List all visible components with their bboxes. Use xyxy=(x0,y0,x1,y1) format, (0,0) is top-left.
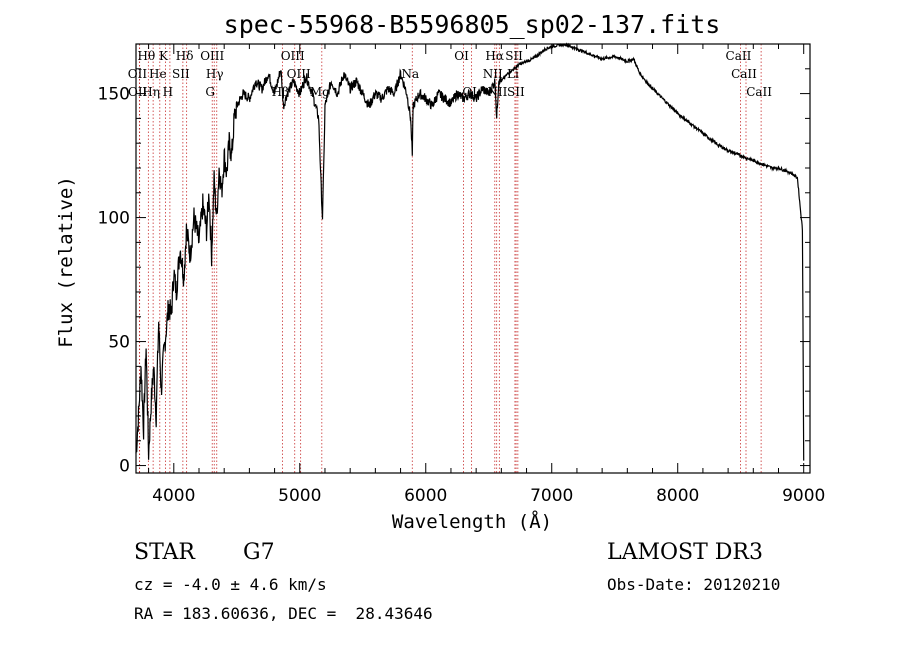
line-label: OI xyxy=(454,49,469,63)
line-label: CaII xyxy=(726,49,752,63)
line-label: NII xyxy=(483,67,503,81)
x-tick-label: 6000 xyxy=(404,486,447,506)
x-tick-label: 4000 xyxy=(152,486,195,506)
line-label: H xyxy=(163,85,173,99)
line-label: Li xyxy=(507,67,519,81)
line-label: CaII xyxy=(746,85,772,99)
line-label: OII xyxy=(128,85,148,99)
line-label: Na xyxy=(401,67,419,81)
line-label: OIII xyxy=(281,49,305,63)
velocity-readout: cz = -4.0 ± 4.6 km/s xyxy=(134,575,327,594)
line-label: SII xyxy=(507,85,525,99)
survey-name: LAMOST DR3 xyxy=(607,540,763,565)
x-tick-label: 5000 xyxy=(278,486,321,506)
y-axis-label: Flux (relative) xyxy=(55,176,77,348)
line-label: SII xyxy=(505,49,523,63)
object-class: STAR xyxy=(134,540,195,565)
line-label: OII xyxy=(128,67,148,81)
spectrum-line xyxy=(135,42,805,461)
x-tick-label: 8000 xyxy=(656,486,699,506)
x-axis: 4000 5000 6000 7000 8000 9000 xyxy=(148,44,825,506)
line-label: Hη xyxy=(142,85,160,99)
line-label: OIII xyxy=(200,49,224,63)
y-tick-label: 50 xyxy=(108,333,130,353)
object-subclass: G7 xyxy=(243,540,275,565)
line-label: SII xyxy=(172,67,190,81)
y-tick-label: 100 xyxy=(98,209,130,229)
plot-frame xyxy=(135,43,811,474)
line-label: CaII xyxy=(731,67,757,81)
observation-date: Obs-Date: 20120210 xyxy=(607,575,781,594)
line-label: G xyxy=(205,85,215,99)
spectral-line-markers xyxy=(139,44,762,473)
line-label: Hδ xyxy=(176,49,194,63)
coordinates-readout: RA = 183.60636, DEC = 28.43646 xyxy=(134,604,433,623)
line-label: Mg xyxy=(310,85,330,99)
x-axis-label: Wavelength (Å) xyxy=(392,510,552,533)
line-label: Hγ xyxy=(206,67,224,81)
y-tick-label: 150 xyxy=(98,85,130,105)
line-label: Hα xyxy=(485,49,504,63)
y-axis: 0 50 100 150 xyxy=(98,68,810,477)
chart-title: spec-55968-B5596805_sp02-137.fits xyxy=(224,10,721,39)
line-label: Hθ xyxy=(137,49,155,63)
line-label: K xyxy=(159,49,169,63)
line-label: He xyxy=(149,67,167,81)
x-tick-label: 9000 xyxy=(782,486,825,506)
y-tick-label: 0 xyxy=(119,457,130,477)
x-tick-label: 7000 xyxy=(530,486,573,506)
